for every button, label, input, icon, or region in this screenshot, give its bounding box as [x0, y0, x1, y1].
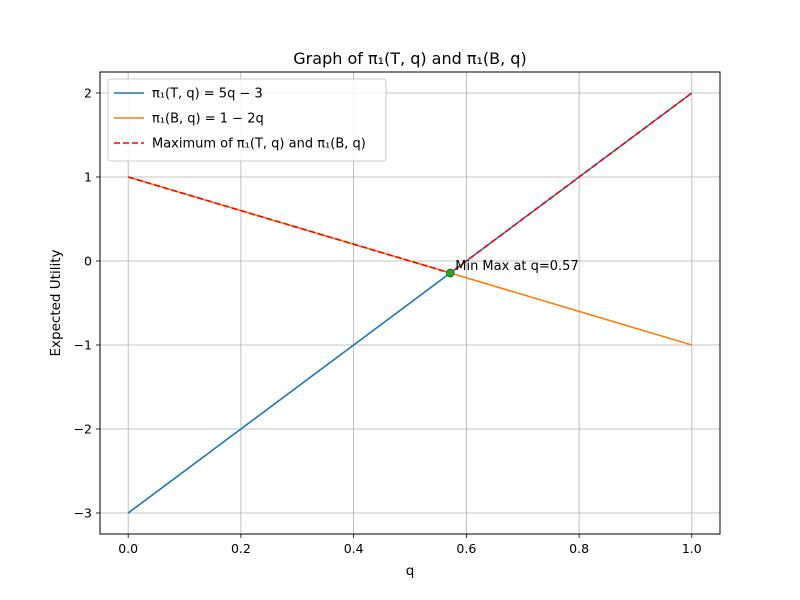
legend-label: π₁(T, q) = 5q − 3	[152, 87, 263, 102]
series-b-line	[127, 176, 693, 346]
y-tick-label: −1	[74, 338, 92, 353]
x-tick-label: 0.4	[344, 541, 364, 556]
legend-box	[107, 78, 387, 162]
ticks: 0.0 0.2 0.4 0.6 0.8 1.0 −3 −2 −1 0 1 2	[74, 86, 702, 557]
x-axis-label: q	[406, 563, 415, 579]
y-tick-label: 0	[84, 254, 92, 269]
marker-layer: Min Max at q=0.57	[445, 259, 579, 278]
y-tick-label: 1	[84, 170, 92, 185]
legend-label: π₁(B, q) = 1 − 2q	[152, 112, 264, 127]
min-max-point	[445, 268, 455, 278]
min-max-annotation: Min Max at q=0.57	[455, 259, 579, 274]
legend: π₁(T, q) = 5q − 3 π₁(B, q) = 1 − 2q Maximu…	[107, 78, 387, 162]
x-tick-label: 1.0	[682, 541, 702, 556]
y-axis-label: Expected Utility	[48, 250, 64, 357]
plot-frame	[99, 71, 721, 535]
y-tick-label: 2	[84, 86, 92, 101]
series-t-line	[127, 92, 693, 514]
y-tick-label: −2	[74, 422, 92, 437]
legend-label: Maximum of π₁(T, q) and π₁(B, q)	[152, 137, 366, 152]
chart-title: Graph of π₁(T, q) and π₁(B, q)	[293, 49, 526, 68]
x-tick-label: 0.6	[456, 541, 476, 556]
x-tick-label: 0.2	[231, 541, 251, 556]
y-tick-label: −3	[74, 506, 92, 521]
x-tick-label: 0.0	[118, 541, 138, 556]
x-tick-label: 0.8	[569, 541, 589, 556]
